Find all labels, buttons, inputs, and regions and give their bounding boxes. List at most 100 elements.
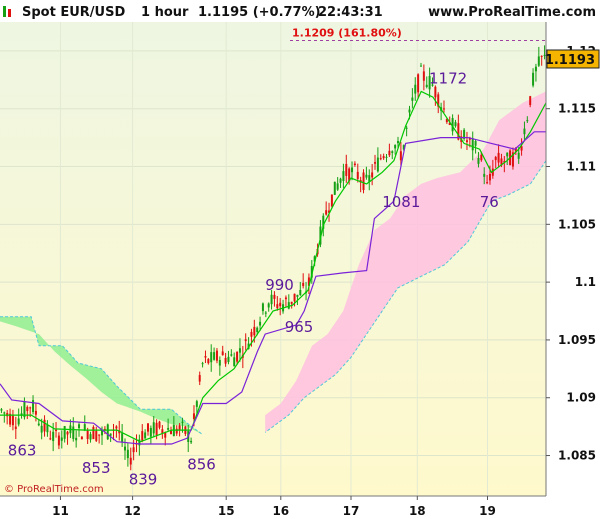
candle-body — [382, 156, 385, 159]
candle-body — [17, 418, 20, 425]
candle-body — [463, 129, 466, 139]
candle-body — [273, 294, 276, 299]
candle-body — [155, 422, 158, 435]
candle-body — [290, 301, 293, 304]
candle-body — [256, 327, 259, 332]
candle-body — [371, 172, 374, 178]
candle-body — [144, 432, 147, 439]
candle-body — [244, 339, 247, 342]
candle-body — [3, 412, 6, 414]
candle-body — [457, 123, 460, 140]
y-tick-label: 1.085 — [558, 449, 596, 463]
copyright: © ProRealTime.com — [4, 484, 104, 495]
candle-body — [40, 425, 43, 433]
last-price-label: 1.1193 — [545, 53, 595, 68]
candle-body — [356, 171, 359, 179]
candle-body — [158, 421, 161, 428]
candle-body — [540, 55, 543, 57]
candle-body — [132, 447, 135, 453]
candle-body — [497, 152, 500, 163]
x-tick-label: 11 — [52, 504, 69, 518]
candle-body — [78, 424, 81, 429]
candle-body — [437, 94, 440, 107]
candle-body — [517, 152, 520, 159]
candle-body — [299, 289, 302, 295]
candle-body — [92, 426, 95, 440]
candle-body — [307, 277, 310, 286]
candle-body — [468, 137, 471, 140]
candle-body — [276, 304, 279, 309]
candle-body — [411, 97, 414, 101]
timeframe-label: 1 hour — [141, 5, 189, 20]
candle-body — [474, 141, 477, 146]
candle-body — [152, 422, 155, 434]
candle-body — [201, 363, 204, 365]
candle-body — [353, 163, 356, 166]
x-tick-label: 12 — [124, 504, 141, 518]
site-url[interactable]: www.ProRealTime.com — [428, 5, 596, 20]
candle-body — [181, 421, 184, 423]
candle-body — [480, 154, 483, 161]
candle-body — [351, 167, 354, 173]
candle-body — [503, 160, 506, 163]
candle-body — [195, 401, 198, 407]
candle-body — [408, 109, 411, 113]
x-tick-label: 15 — [218, 504, 235, 518]
candle-body — [178, 425, 181, 430]
candle-body — [328, 210, 331, 213]
candle-body — [32, 400, 35, 412]
candle-body — [46, 424, 49, 433]
candle-body — [342, 171, 345, 181]
price-annotation: 839 — [129, 470, 158, 488]
price-annotation: 76 — [480, 193, 499, 211]
candle-body — [238, 348, 241, 353]
candle-body — [543, 54, 546, 56]
candle-body — [175, 428, 178, 434]
candle-body — [23, 402, 26, 418]
candle-body — [477, 157, 480, 164]
last-price-box — [546, 49, 600, 69]
candle-body — [161, 429, 164, 434]
price-annotation: 965 — [285, 318, 314, 336]
candle-body — [296, 294, 299, 297]
grid — [0, 22, 546, 496]
cloud-bull — [0, 316, 203, 435]
candle-body — [9, 413, 12, 425]
candle-body — [34, 410, 37, 415]
candle-body — [279, 302, 282, 307]
candle-body — [115, 426, 118, 429]
candle-body — [121, 433, 124, 443]
candle-body — [486, 182, 489, 184]
candle-body — [405, 127, 408, 129]
candle-body — [215, 350, 218, 361]
candle-body — [511, 152, 514, 167]
candle-body — [379, 158, 382, 160]
candle-body — [365, 174, 368, 178]
candle-body — [336, 183, 339, 190]
candle-body — [167, 427, 170, 430]
candle-body — [267, 303, 270, 308]
candle-body — [253, 326, 256, 336]
candle-body — [333, 181, 336, 195]
candle-body — [98, 434, 101, 436]
candle-body — [55, 429, 58, 431]
candle-body — [138, 439, 141, 446]
fib-label: 1.1209 (161.80%) — [292, 26, 402, 39]
candle-body — [402, 145, 405, 150]
candle-body — [43, 419, 46, 432]
candle-body — [322, 215, 325, 229]
candle-body — [14, 426, 17, 429]
candle-body — [419, 65, 422, 67]
candle-body — [319, 226, 322, 245]
candle-body — [227, 356, 230, 363]
candle-body — [169, 430, 172, 435]
annotations: 863 853 839 856 990 965 1081 1172 76 — [8, 69, 499, 488]
candle-body — [534, 66, 537, 72]
candle-body — [218, 360, 221, 366]
candle-body — [302, 282, 305, 287]
candle-body — [101, 429, 104, 436]
y-tick-label: 1.095 — [558, 333, 596, 347]
candle-body — [141, 431, 144, 441]
